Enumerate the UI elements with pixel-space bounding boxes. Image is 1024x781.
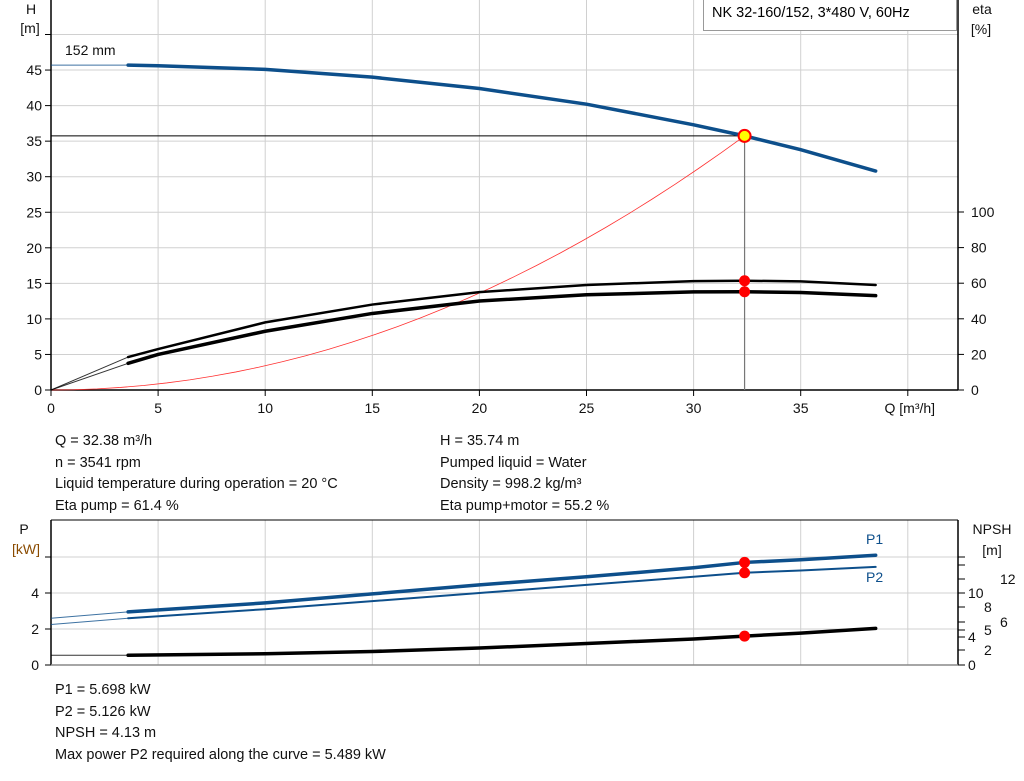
y-tick-label: 15 [26,275,42,291]
x-tick-label: 15 [365,400,381,416]
x-tick-label: 10 [257,400,273,416]
p-tick-label: 2 [31,621,39,637]
system-curve [50,135,745,391]
npsh-tick-label: 2 [984,642,992,658]
y-tick-label: 10 [26,311,42,327]
y-axis-label-left: H [26,1,36,17]
info-p2: P2 = 5.126 kW [55,703,151,720]
duty-point-marker [737,128,752,143]
y-tick-label: 45 [26,62,42,78]
head-curve [126,63,878,173]
x-tick-label: 25 [579,400,595,416]
p1-series-label: P1 [866,531,883,547]
info-temperature: Liquid temperature during operation = 20… [55,476,338,492]
p1-duty-marker [739,556,751,568]
p2-curve-extension [50,617,129,625]
eta-tick-label: 80 [971,240,987,256]
npsh-tick-label: 6 [1000,614,1008,630]
npsh-tick-label: 4 [968,629,976,645]
p1-curve [126,553,878,614]
x-tick-label: 20 [472,400,488,416]
npsh-tick-label: 5 [984,622,992,638]
npsh-axis-unit: [m] [982,542,1001,558]
info-flow: Q = 32.38 m³/h [55,433,153,449]
y-tick-label: 20 [26,240,42,256]
p-axis-unit: [kW] [12,541,40,557]
eta-tick-label: 20 [971,346,987,362]
npsh-tick-label: 0 [968,657,976,673]
p-tick-label: 4 [31,585,39,601]
y-tick-label: 5 [34,346,42,362]
pump-legend: NK 32-160/152, 3*480 V, 60Hz [703,0,957,31]
npsh-tick-label: 10 [968,585,984,601]
info-npsh: NPSH = 4.13 m [55,725,157,741]
y-axis-unit-left: [m] [20,20,39,36]
info-density: Density = 998.2 kg/m³ [440,476,582,492]
eta-tick-label: 60 [971,275,987,291]
npsh-curve [126,626,878,657]
info-eta-pump: Eta pump = 61.4 % [55,497,179,514]
y-tick-label: 40 [26,98,42,114]
info-p1: P1 = 5.698 kW [55,682,151,698]
y-tick-label: 0 [34,382,42,398]
npsh-axis-label: NPSH [973,521,1012,537]
x-tick-label: 35 [793,400,809,416]
p2-duty-marker [739,567,751,579]
npsh-tick-label: 12 [1000,571,1016,587]
x-tick-label: 30 [686,400,702,416]
info-speed: n = 3541 rpm [55,454,141,471]
info-eta-pump-motor: Eta pump+motor = 55.2 % [440,497,610,514]
eta-pump-curve-extension [50,356,129,391]
x-tick-label: 5 [154,400,162,416]
npsh-tick-label: 8 [984,599,992,615]
p2-curve [127,565,877,620]
eta-tick-label: 0 [971,382,979,398]
npsh-duty-marker [739,630,751,642]
eta-pump-curve [126,279,877,359]
p2-series-label: P2 [866,569,883,585]
p1-curve-extension [50,611,129,619]
info-top-right: H = 35.74 m Pumped liquid = Water Densit… [440,431,609,517]
curve-label: 152 mm [65,42,116,58]
info-bottom: P1 = 5.698 kW P2 = 5.126 kW NPSH = 4.13 … [55,680,386,766]
eta-tick-label: 100 [971,204,995,220]
eta-pump-motor-duty-marker [739,286,751,298]
info-liquid: Pumped liquid = Water [440,454,587,471]
eta-pump-motor-curve-extension [50,362,129,391]
p-tick-label: 0 [31,657,39,673]
y-tick-label: 30 [26,169,42,185]
p-axis-label: P [19,521,28,537]
eta-pump-duty-marker [739,275,751,287]
eta-tick-label: 40 [971,311,987,327]
y-tick-label: 25 [26,204,42,220]
y-axis-unit-right: [%] [971,21,991,37]
info-top-left: Q = 32.38 m³/h n = 3541 rpm Liquid tempe… [55,431,338,517]
y-axis-label-right: eta [972,1,992,17]
eta-pump-motor-curve [126,289,878,366]
info-max-p2: Max power P2 required along the curve = … [55,746,386,763]
info-head: H = 35.74 m [440,433,520,449]
x-axis-label: Q [m³/h] [885,400,936,416]
x-tick-label: 0 [47,400,55,416]
y-tick-label: 35 [26,133,42,149]
